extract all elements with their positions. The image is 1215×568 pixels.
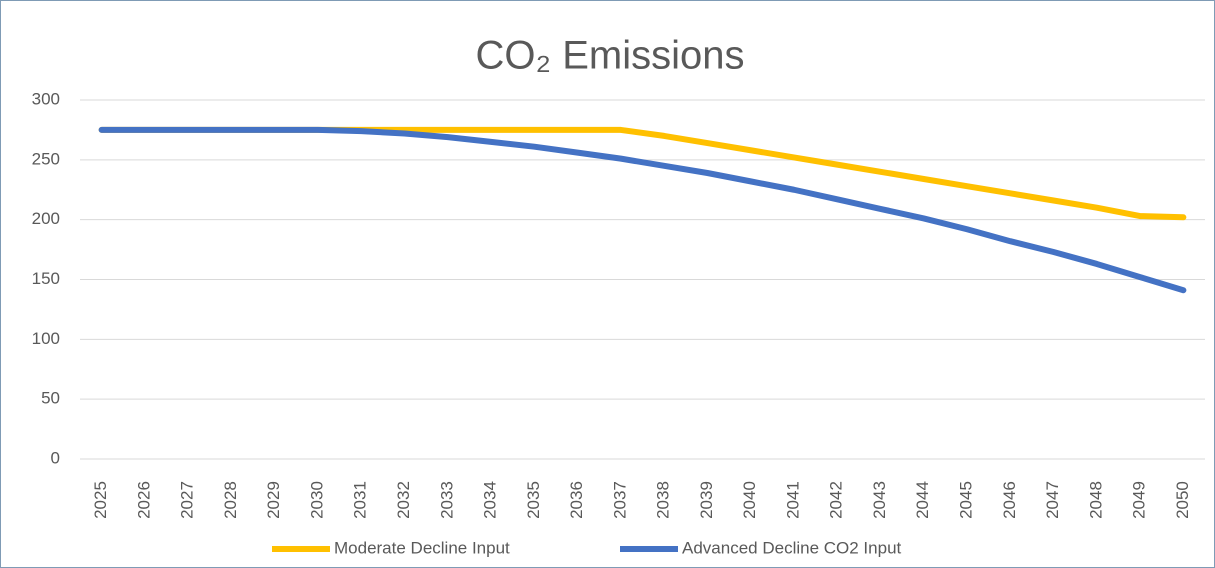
x-tick-label: 2036 — [567, 481, 586, 519]
x-tick-label: 2044 — [913, 481, 932, 519]
x-tick-label: 2041 — [783, 481, 802, 519]
x-tick-label: 2049 — [1130, 481, 1149, 519]
y-tick-label: 200 — [32, 209, 60, 228]
x-tick-label: 2048 — [1086, 481, 1105, 519]
x-tick-label: 2025 — [91, 481, 110, 519]
chart-title: CO₂ Emissions — [476, 34, 745, 78]
x-tick-label: 2038 — [654, 481, 673, 519]
x-tick-label: 2029 — [264, 481, 283, 519]
x-tick-label: 2035 — [524, 481, 543, 519]
x-tick-label: 2042 — [827, 481, 846, 519]
x-tick-label: 2040 — [740, 481, 759, 519]
y-tick-label: 250 — [32, 149, 60, 168]
x-tick-label: 2027 — [178, 481, 197, 519]
y-tick-label: 300 — [32, 89, 60, 108]
x-tick-label: 2033 — [437, 481, 456, 519]
x-tick-label: 2050 — [1173, 481, 1192, 519]
series-line — [98, 126, 1187, 294]
legend-label: Advanced Decline CO2 Input — [682, 538, 902, 557]
x-tick-label: 2045 — [957, 481, 976, 519]
x-tick-label: 2032 — [394, 481, 413, 519]
x-tick-label: 2034 — [481, 481, 500, 519]
y-tick-label: 100 — [32, 329, 60, 348]
x-tick-label: 2039 — [697, 481, 716, 519]
x-tick-label: 2030 — [307, 481, 326, 519]
x-tick-label: 2043 — [870, 481, 889, 519]
x-tick-label: 2031 — [351, 481, 370, 519]
y-tick-label: 0 — [51, 448, 60, 467]
x-tick-label: 2047 — [1043, 481, 1062, 519]
y-tick-label: 50 — [41, 389, 60, 408]
x-tick-label: 2037 — [610, 481, 629, 519]
x-tick-label: 2026 — [134, 481, 153, 519]
x-tick-label: 2046 — [1000, 481, 1019, 519]
legend-label: Moderate Decline Input — [334, 538, 510, 557]
x-tick-label: 2028 — [221, 481, 240, 519]
y-tick-label: 150 — [32, 269, 60, 288]
